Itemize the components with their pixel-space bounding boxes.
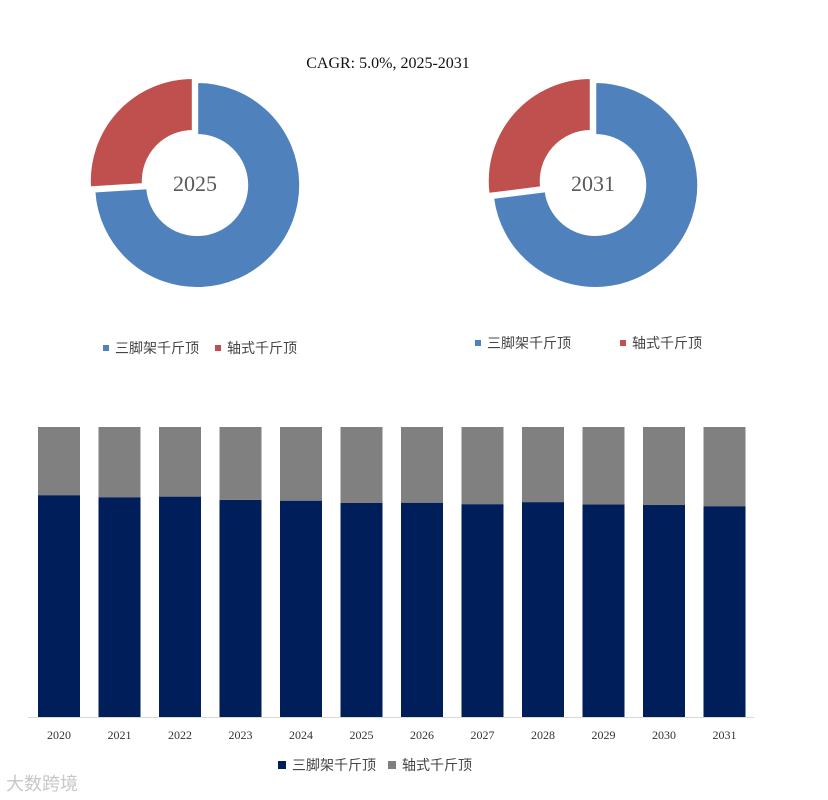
stacked-bar-chart: 2020 2021 2022 2023 2024 2025 2026 2027 2028 2029… (28, 427, 754, 742)
x-tick-label: 2031 (713, 728, 737, 742)
x-tick-label: 2029 (592, 728, 616, 742)
bar-axle-2023 (219, 427, 262, 500)
bar-axle-2026 (401, 427, 443, 503)
bar-tripod-2024 (280, 500, 322, 717)
legend-swatch-tripod (278, 760, 286, 769)
x-tick-label: 2023 (229, 728, 253, 742)
legend-swatch-axle (620, 339, 626, 346)
bar-tripod-2026 (401, 502, 443, 717)
bar-tripod-2029 (582, 504, 625, 717)
legend-label-axle: 轴式千斤顶 (402, 759, 472, 774)
bar-tripod-2020 (38, 495, 80, 717)
bar-tripod-2022 (159, 496, 201, 717)
legend-label-tripod: 三脚架千斤顶 (487, 337, 571, 352)
bar-axle-2027 (461, 427, 504, 505)
bar-tripod-2027 (461, 504, 504, 717)
donut-slice-tripod (491, 80, 700, 289)
legend-label-tripod: 三脚架千斤顶 (115, 342, 199, 357)
legend-swatch-tripod (103, 344, 109, 351)
donut-slice-tripod (93, 81, 302, 289)
bar-tripod-2023 (219, 499, 262, 717)
bar-axle-2021 (98, 427, 141, 498)
x-tick-label: 2025 (350, 728, 374, 742)
legend-item-axle: 轴式千斤顶 (620, 333, 702, 353)
bar-axle-2020 (38, 427, 80, 496)
legend-swatch-axle (215, 344, 221, 351)
legend-swatch-axle (388, 760, 396, 769)
bar-axle-2022 (159, 427, 201, 497)
x-tick-label: 2022 (168, 728, 192, 742)
x-tick-label: 2026 (410, 728, 434, 742)
bar-tripod-2021 (98, 497, 141, 717)
legend-item-axle: 轴式千斤顶 (388, 755, 472, 775)
legend-label-tripod: 三脚架千斤顶 (292, 759, 376, 774)
bar-axle-2024 (280, 427, 322, 501)
x-tick-label: 2021 (108, 728, 132, 742)
x-tick-label: 2028 (531, 728, 555, 742)
x-tick-label: 2020 (47, 728, 71, 742)
bar-axle-2029 (582, 427, 625, 505)
legend-label-axle: 轴式千斤顶 (632, 337, 702, 352)
x-tick-label: 2030 (652, 728, 676, 742)
donut-slice-axle (88, 76, 194, 189)
bar-tripod-2031 (703, 506, 746, 717)
x-tick-label: 2024 (289, 728, 313, 742)
bar-axle-2031 (703, 427, 746, 507)
donut-chart-2025: 2025 (88, 76, 302, 289)
x-tick-label: 2027 (471, 728, 495, 742)
legend-item-tripod: 三脚架千斤顶 (278, 755, 376, 775)
bar-axle-2028 (522, 427, 564, 503)
bar-axle-2030 (643, 427, 685, 506)
watermark-logo: 大数跨境 (6, 770, 78, 796)
watermark-text: 大数跨境 (6, 774, 78, 795)
bar-tripod-2030 (643, 505, 685, 717)
bar-axle-2025 (340, 427, 383, 503)
bar-tripod-2025 (340, 502, 383, 717)
legend-swatch-tripod (475, 339, 481, 346)
donut-slice-axle (486, 77, 592, 196)
donut-chart-2031: 2031 (486, 77, 700, 289)
legend-label-axle: 轴式千斤顶 (227, 342, 297, 357)
donut-center-label: 2025 (173, 171, 217, 196)
cagr-title: CAGR: 5.0%, 2025-2031 (306, 55, 470, 72)
bar-tripod-2028 (522, 502, 564, 717)
donut-center-label: 2031 (571, 171, 615, 196)
legend-item-tripod: 三脚架千斤顶 (475, 333, 571, 353)
legend-item-tripod: 三脚架千斤顶 (103, 338, 199, 358)
legend-item-axle: 轴式千斤顶 (215, 338, 297, 358)
